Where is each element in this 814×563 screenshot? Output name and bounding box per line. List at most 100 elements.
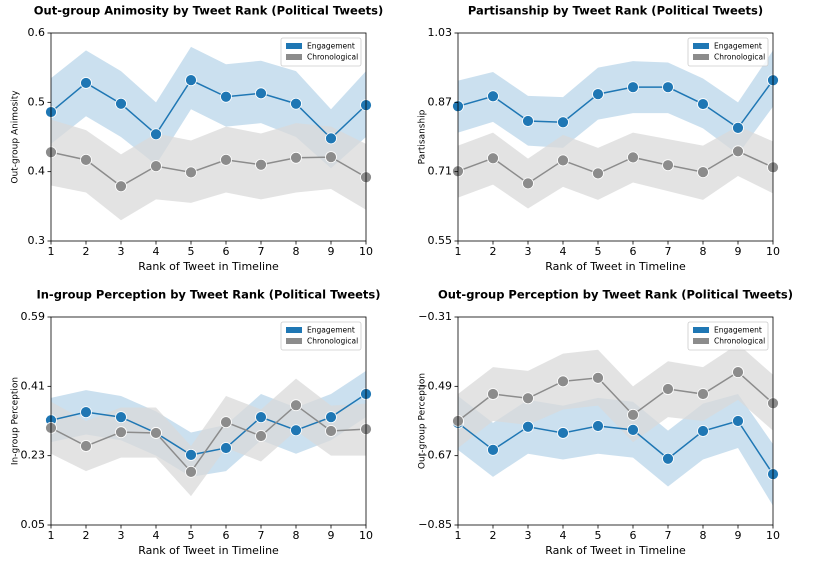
data-point <box>732 366 744 378</box>
y-tick-label: 0.5 <box>28 95 46 108</box>
data-point <box>325 151 337 164</box>
y-tick-label: −0.85 <box>418 518 452 531</box>
x-tick-label: 9 <box>328 529 335 542</box>
data-point <box>115 426 127 439</box>
series-line <box>51 151 366 188</box>
x-tick-label: 3 <box>525 529 532 542</box>
x-tick-label: 1 <box>455 529 462 542</box>
legend: Engagement Chronological <box>280 37 362 67</box>
data-point <box>80 406 92 419</box>
chart-title: Partisanship by Tweet Rank (Political Tw… <box>468 4 763 18</box>
legend: Engagement Chronological <box>687 321 769 351</box>
data-point <box>150 427 162 439</box>
chart-title: Out-group Animosity by Tweet Rank (Polit… <box>34 4 383 18</box>
legend: Engagement Chronological <box>687 37 769 67</box>
confidence-band <box>51 46 366 169</box>
x-tick-label: 2 <box>490 245 497 258</box>
data-point <box>522 177 534 190</box>
data-point <box>115 180 127 193</box>
data-point <box>627 423 639 436</box>
data-point <box>255 87 267 100</box>
data-point <box>185 74 197 87</box>
legend-label: Engagement <box>714 326 762 335</box>
legend-label: Chronological <box>307 53 358 62</box>
data-point <box>697 425 709 437</box>
data-point <box>627 151 639 164</box>
x-tick-label: 8 <box>293 529 300 542</box>
data-point <box>487 90 499 103</box>
data-point <box>115 97 127 110</box>
data-point <box>732 122 744 134</box>
data-point <box>255 158 267 171</box>
data-point <box>325 132 337 145</box>
x-tick-label: 8 <box>700 529 707 542</box>
x-tick-label: 1 <box>455 245 462 258</box>
x-tick-label: 10 <box>359 529 373 542</box>
x-tick-label: 6 <box>223 245 230 258</box>
x-tick-label: 2 <box>83 245 90 258</box>
legend-swatch <box>693 43 709 49</box>
subplot: 1 2 3 4 5 6 7 8 9 10 0.05 0.23 0.41 0.59 In-group Perc… <box>11 288 381 558</box>
series-line <box>458 420 773 475</box>
data-point <box>290 97 302 110</box>
legend-label: Engagement <box>714 42 762 51</box>
confidence-band <box>51 378 366 497</box>
data-point <box>592 88 604 100</box>
data-point <box>487 443 499 456</box>
x-tick-label: 9 <box>735 529 742 542</box>
legend-swatch <box>693 54 709 60</box>
x-tick-label: 6 <box>630 529 637 542</box>
series-line <box>458 371 773 422</box>
data-point <box>185 166 197 179</box>
confidence-band <box>51 370 366 477</box>
axes-frame <box>50 316 367 526</box>
x-tick-label: 6 <box>630 245 637 258</box>
x-tick-label: 2 <box>490 529 497 542</box>
confidence-band <box>458 50 773 155</box>
legend-swatch <box>286 43 302 49</box>
data-point <box>662 159 674 172</box>
x-tick-label: 5 <box>595 529 602 542</box>
x-tick-label: 2 <box>83 529 90 542</box>
x-tick-label: 4 <box>153 529 160 542</box>
x-tick-label: 4 <box>153 245 160 258</box>
plot-area <box>458 50 773 209</box>
legend-swatch <box>693 327 709 333</box>
data-point <box>697 98 709 110</box>
legend-swatch <box>286 327 302 333</box>
y-axis-label: Partisanship <box>418 109 428 164</box>
data-point <box>662 452 674 465</box>
x-axis-label: Rank of Tweet in Timeline <box>138 260 279 273</box>
data-point <box>220 416 232 429</box>
data-point <box>80 77 92 89</box>
x-tick-label: 3 <box>525 245 532 258</box>
legend-label: Chronological <box>307 337 358 346</box>
data-point <box>325 425 337 437</box>
data-point <box>557 154 569 167</box>
legend-swatch <box>286 338 302 344</box>
y-tick-label: 0.23 <box>21 449 46 462</box>
x-axis-label: Rank of Tweet in Timeline <box>138 544 279 557</box>
x-tick-label: 4 <box>560 529 567 542</box>
x-tick-label: 8 <box>700 245 707 258</box>
x-tick-label: 10 <box>359 245 373 258</box>
y-tick-label: 0.4 <box>28 165 46 178</box>
data-point <box>697 388 709 400</box>
data-point <box>80 153 92 166</box>
series-line <box>458 150 773 185</box>
data-point <box>487 152 499 165</box>
data-point <box>290 424 302 437</box>
legend-label: Engagement <box>307 42 355 51</box>
x-tick-label: 6 <box>223 529 230 542</box>
y-tick-label: 1.03 <box>428 26 453 39</box>
x-tick-label: 7 <box>258 245 265 258</box>
x-tick-label: 8 <box>293 245 300 258</box>
axes-frame <box>457 316 774 526</box>
subplot: 1 2 3 4 5 6 7 8 9 10 0.3 0.4 0.5 0.6 Out-group Animosi… <box>11 4 384 274</box>
x-tick-label: 1 <box>48 245 55 258</box>
data-point <box>150 128 162 141</box>
chart-title: In-group Perception by Tweet Rank (Polit… <box>36 288 380 302</box>
data-point <box>592 167 604 180</box>
subplot: 1 2 3 4 5 6 7 8 9 10 −0.85 −0.67 −0.49 −0.31 Out-group… <box>418 288 794 558</box>
